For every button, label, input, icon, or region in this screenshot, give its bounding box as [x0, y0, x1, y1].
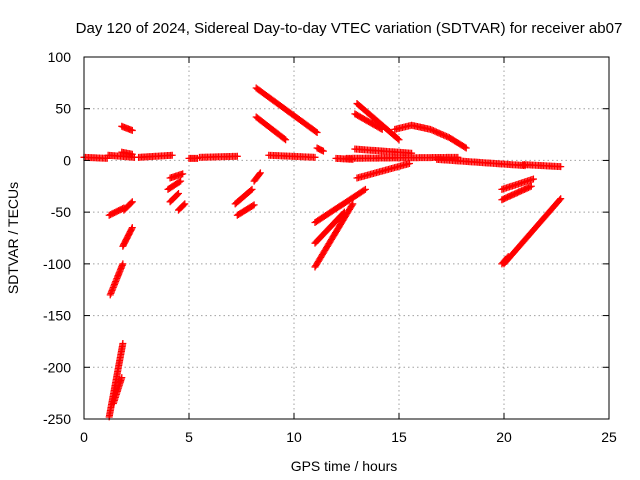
data-point — [127, 199, 135, 207]
series-arc-16 — [185, 154, 201, 162]
series-arc-12 — [166, 170, 187, 182]
data-point — [557, 163, 565, 171]
data-point — [256, 169, 264, 177]
data-point — [256, 170, 263, 178]
data-point — [128, 198, 136, 206]
y-tick-label: -50 — [51, 204, 71, 220]
y-tick-label: -250 — [43, 411, 71, 427]
chart-title: Day 120 of 2024, Sidereal Day-to-day VTE… — [76, 20, 623, 37]
y-tick-label: -200 — [43, 359, 71, 375]
data-point — [313, 129, 321, 137]
x-tick-label: 0 — [80, 429, 88, 445]
series-arc-18 — [231, 185, 256, 208]
x-tick-label: 10 — [286, 429, 302, 445]
x-tick-label: 5 — [185, 429, 193, 445]
data-point — [361, 185, 369, 193]
data-point — [349, 200, 357, 208]
y-tick-label: -100 — [43, 256, 71, 272]
data-point — [233, 152, 241, 160]
series-arc-19 — [233, 201, 258, 219]
data-point — [179, 170, 187, 178]
data-point — [175, 190, 182, 198]
series-arc-09 — [119, 224, 136, 250]
data-point — [119, 339, 127, 347]
x-tick-label: 15 — [391, 429, 407, 445]
axis-ticks: 0 5 10 15 20 25 100 50 0 -50 -100 -150 -200 -250 — [43, 49, 617, 445]
data-point — [168, 151, 176, 159]
plot-frame — [83, 56, 610, 420]
x-tick-label: 25 — [601, 429, 617, 445]
data-point — [280, 135, 288, 143]
data-point — [180, 201, 188, 209]
data-point — [128, 126, 136, 134]
y-tick-label: 0 — [63, 152, 71, 168]
series-arc-11 — [109, 374, 126, 407]
series-arc-22 — [252, 113, 290, 144]
series-arc-40 — [500, 195, 565, 268]
series-arc-29 — [351, 110, 386, 133]
data-point — [250, 201, 258, 209]
data-point — [394, 135, 402, 143]
data-point — [249, 202, 257, 210]
data-point — [462, 144, 470, 152]
data-point — [395, 136, 403, 144]
data-point — [557, 195, 565, 203]
data-point — [311, 153, 319, 161]
data-point — [177, 177, 185, 185]
series-arc-20 — [250, 169, 264, 185]
series-arc-08 — [106, 260, 127, 299]
data-point — [461, 143, 469, 151]
series-arc-14 — [166, 190, 182, 206]
data-point — [119, 260, 127, 268]
data-point — [175, 178, 183, 186]
data-point — [529, 175, 537, 183]
series-arc-03 — [118, 122, 136, 134]
series-arc-05 — [135, 151, 176, 161]
x-axis-label: GPS time / hours — [291, 458, 398, 474]
series-arc-25 — [311, 185, 369, 226]
series-arc-37 — [498, 182, 535, 204]
y-tick-label: 50 — [55, 101, 71, 117]
data-point — [181, 200, 189, 208]
data-point — [118, 374, 126, 382]
series-arc-17 — [196, 152, 241, 161]
series-arc-13 — [164, 177, 185, 193]
series-arc-04 — [118, 148, 136, 158]
series-arc-23 — [265, 151, 319, 161]
series-arc-07 — [120, 198, 136, 214]
data-point — [556, 196, 564, 204]
data-point — [128, 150, 136, 158]
series-arc-27 — [311, 200, 357, 271]
data-point — [319, 147, 327, 155]
series-arc-36 — [498, 175, 537, 193]
data-point — [128, 224, 136, 232]
data-point — [247, 186, 255, 194]
data-point — [312, 128, 320, 136]
data-series — [80, 84, 565, 421]
data-point — [360, 186, 368, 194]
y-tick-label: 100 — [48, 49, 72, 65]
data-point — [282, 136, 290, 144]
series-arc-38 — [519, 161, 565, 171]
series-arc-31 — [351, 145, 416, 157]
series-arc-35 — [433, 155, 529, 170]
grid-lines — [84, 57, 609, 419]
series-arc-32 — [353, 160, 413, 182]
data-point — [128, 225, 136, 233]
y-axis-label: SDTVAR / TECUs — [5, 182, 21, 294]
data-point — [348, 201, 356, 209]
data-point — [527, 182, 535, 190]
data-point — [173, 191, 181, 199]
series-arc-24 — [313, 144, 327, 155]
y-tick-label: -150 — [43, 308, 71, 324]
series-arc-21 — [252, 84, 321, 137]
series-arc-15 — [175, 200, 189, 214]
series-arc-34 — [391, 121, 470, 152]
series-arc-30 — [353, 100, 403, 144]
data-point — [248, 185, 256, 193]
x-tick-label: 20 — [496, 429, 512, 445]
